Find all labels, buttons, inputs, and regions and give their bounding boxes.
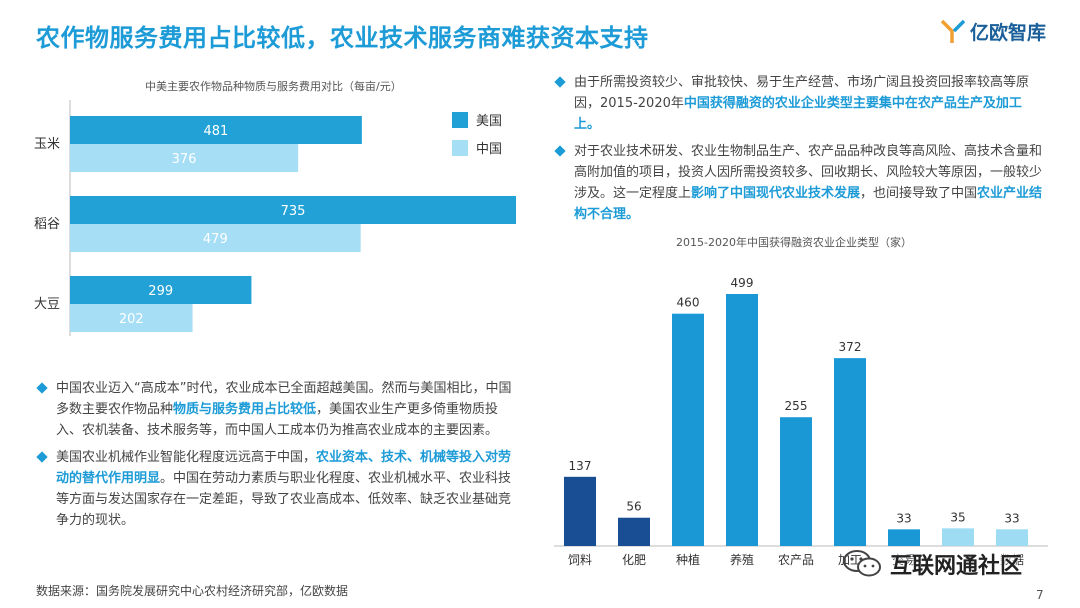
page-number: 7	[1036, 588, 1044, 602]
diamond-bullet-icon	[554, 76, 566, 88]
bar-value-label: 481	[204, 124, 229, 139]
logo: 亿欧智库	[940, 18, 1046, 45]
left-bullet-1: 中国农业迈入“高成本”时代，农业成本已全面超越美国。然而与美国相比，中国多数主要…	[36, 378, 516, 441]
watermark-text: 互联网通社区	[890, 554, 1023, 579]
logo-icon	[940, 19, 966, 43]
bar-value-label: 255	[785, 399, 808, 413]
bullet-text: 中国农业迈入“高成本”时代，农业成本已全面超越美国。然而与美国相比，中国多数主要…	[56, 381, 512, 417]
bar-cn	[70, 224, 361, 252]
bar-种植	[672, 313, 704, 546]
bar-value-label: 735	[281, 204, 306, 219]
bullet-highlight: 农业产业结构不合理。	[574, 186, 1043, 222]
data-source: 数据来源：国务院发展研究中心农村经济研究部，亿欧数据	[36, 584, 349, 598]
bar-value-label: 460	[677, 296, 700, 310]
bar-value-label: 479	[203, 232, 228, 247]
bar-us	[70, 116, 362, 144]
bar-value-label: 376	[172, 152, 197, 167]
bar-value-label: 33	[1004, 511, 1019, 525]
bar-value-label: 137	[569, 459, 592, 473]
legend-item-us: 美国	[452, 110, 502, 129]
left-bullet-2: 美国农业机械作业智能化程度远远高于中国，农业资本、技术、机械等投入对劳动的替代作…	[36, 447, 516, 531]
bullet-text: 由于所需投资较少、审批较快、易于生产经营、市场广阔且投资回报率较高等原因，201…	[574, 75, 1030, 111]
bar-cn	[70, 144, 299, 172]
diamond-bullet-icon	[36, 382, 48, 394]
legend-label-cn: 中国	[476, 142, 503, 157]
bar-value-label: 56	[626, 500, 641, 514]
bullet-text: 。中国在劳动力素质与职业化程度、农业机械水平、农业科技等方面与发达国家存在一定差…	[56, 471, 512, 528]
bullet-highlight: 物质与服务费用占比较低	[173, 402, 317, 417]
category-label: 玉米	[34, 137, 60, 152]
category-tick-label: 化肥	[622, 553, 646, 567]
left-chart-legend: 美国 中国	[452, 110, 502, 166]
bar-value-label: 372	[839, 340, 862, 354]
bullet-text: 对于农业技术研发、农业生物制品生产、农产品品种改良等高风险、高技术含量和高附加值…	[574, 144, 1043, 201]
bar-服务	[942, 528, 974, 546]
bar-交易	[888, 529, 920, 546]
legend-item-cn: 中国	[452, 138, 502, 157]
bar-value-label: 202	[119, 312, 144, 327]
bar-数据	[996, 529, 1028, 546]
bar-加工	[834, 358, 866, 546]
bar-value-label: 299	[148, 284, 173, 299]
bar-化肥	[618, 517, 650, 546]
legend-swatch-us	[452, 111, 468, 128]
bar-value-label: 33	[896, 511, 911, 525]
right-bullet-2: 对于农业技术研发、农业生物制品生产、农产品品种改良等高风险、高技术含量和高附加值…	[554, 141, 1046, 225]
right-chart-title: 2015-2020年中国获得融资农业企业类型（家）	[676, 236, 912, 249]
bar-农产品	[780, 417, 812, 546]
bullet-text: ，也间接导致了中国	[860, 186, 978, 201]
bullet-highlight: 农业资本、技术、机械等投入对劳动的替代作用明显	[56, 450, 512, 486]
bullet-highlight: 中国获得融资的农业企业类型主要集中在农产品生产及加工上。	[574, 96, 1022, 132]
bullet-highlight: 影响了中国现代农业技术发展	[691, 186, 861, 201]
bar-value-label: 35	[950, 510, 965, 524]
left-chart-title: 中美主要农作物品种物质与服务费用对比（每亩/元）	[145, 80, 402, 93]
category-tick-label: 农产品	[778, 553, 814, 567]
bar-养殖	[726, 294, 758, 546]
diamond-bullet-icon	[36, 451, 48, 463]
category-tick-label: 饲料	[568, 553, 592, 567]
page-title: 农作物服务费用占比较低，农业技术服务商难获资本支持	[36, 24, 649, 52]
category-tick-label: 种植	[676, 552, 700, 567]
right-bullet-list: 由于所需投资较少、审批较快、易于生产经营、市场广阔且投资回报率较高等原因，201…	[554, 72, 1046, 231]
category-label: 大豆	[34, 297, 60, 312]
left-bar-chart: 玉米 481 376 稻谷 735 479 大豆 299 202	[34, 100, 516, 336]
bar-us	[70, 276, 252, 304]
legend-swatch-cn	[452, 139, 468, 156]
bar-us	[70, 196, 516, 224]
bar-饲料	[564, 476, 596, 546]
category-tick-label: 养殖	[730, 552, 754, 567]
diamond-bullet-icon	[554, 145, 566, 157]
bar-cn	[70, 304, 193, 332]
category-tick-label: 数据	[1000, 552, 1024, 567]
right-bullet-1: 由于所需投资较少、审批较快、易于生产经营、市场广阔且投资回报率较高等原因，201…	[554, 72, 1046, 135]
watermark: 互联网通社区	[842, 548, 1022, 580]
bullet-text: 美国农业机械作业智能化程度远远高于中国，	[56, 450, 317, 465]
legend-label-us: 美国	[476, 114, 503, 129]
bullet-text: ，美国农业生产更多倚重物质投入、农机装备、技术服务等，而中国人工成本仍为推高农业…	[56, 402, 499, 438]
category-label: 稻谷	[34, 217, 60, 232]
left-bullet-list: 中国农业迈入“高成本”时代，农业成本已全面超越美国。然而与美国相比，中国多数主要…	[36, 378, 516, 537]
category-tick-label: 交易	[892, 552, 916, 567]
bar-value-label: 499	[731, 276, 754, 290]
logo-text: 亿欧智库	[970, 22, 1047, 44]
wechat-icon	[843, 550, 881, 577]
